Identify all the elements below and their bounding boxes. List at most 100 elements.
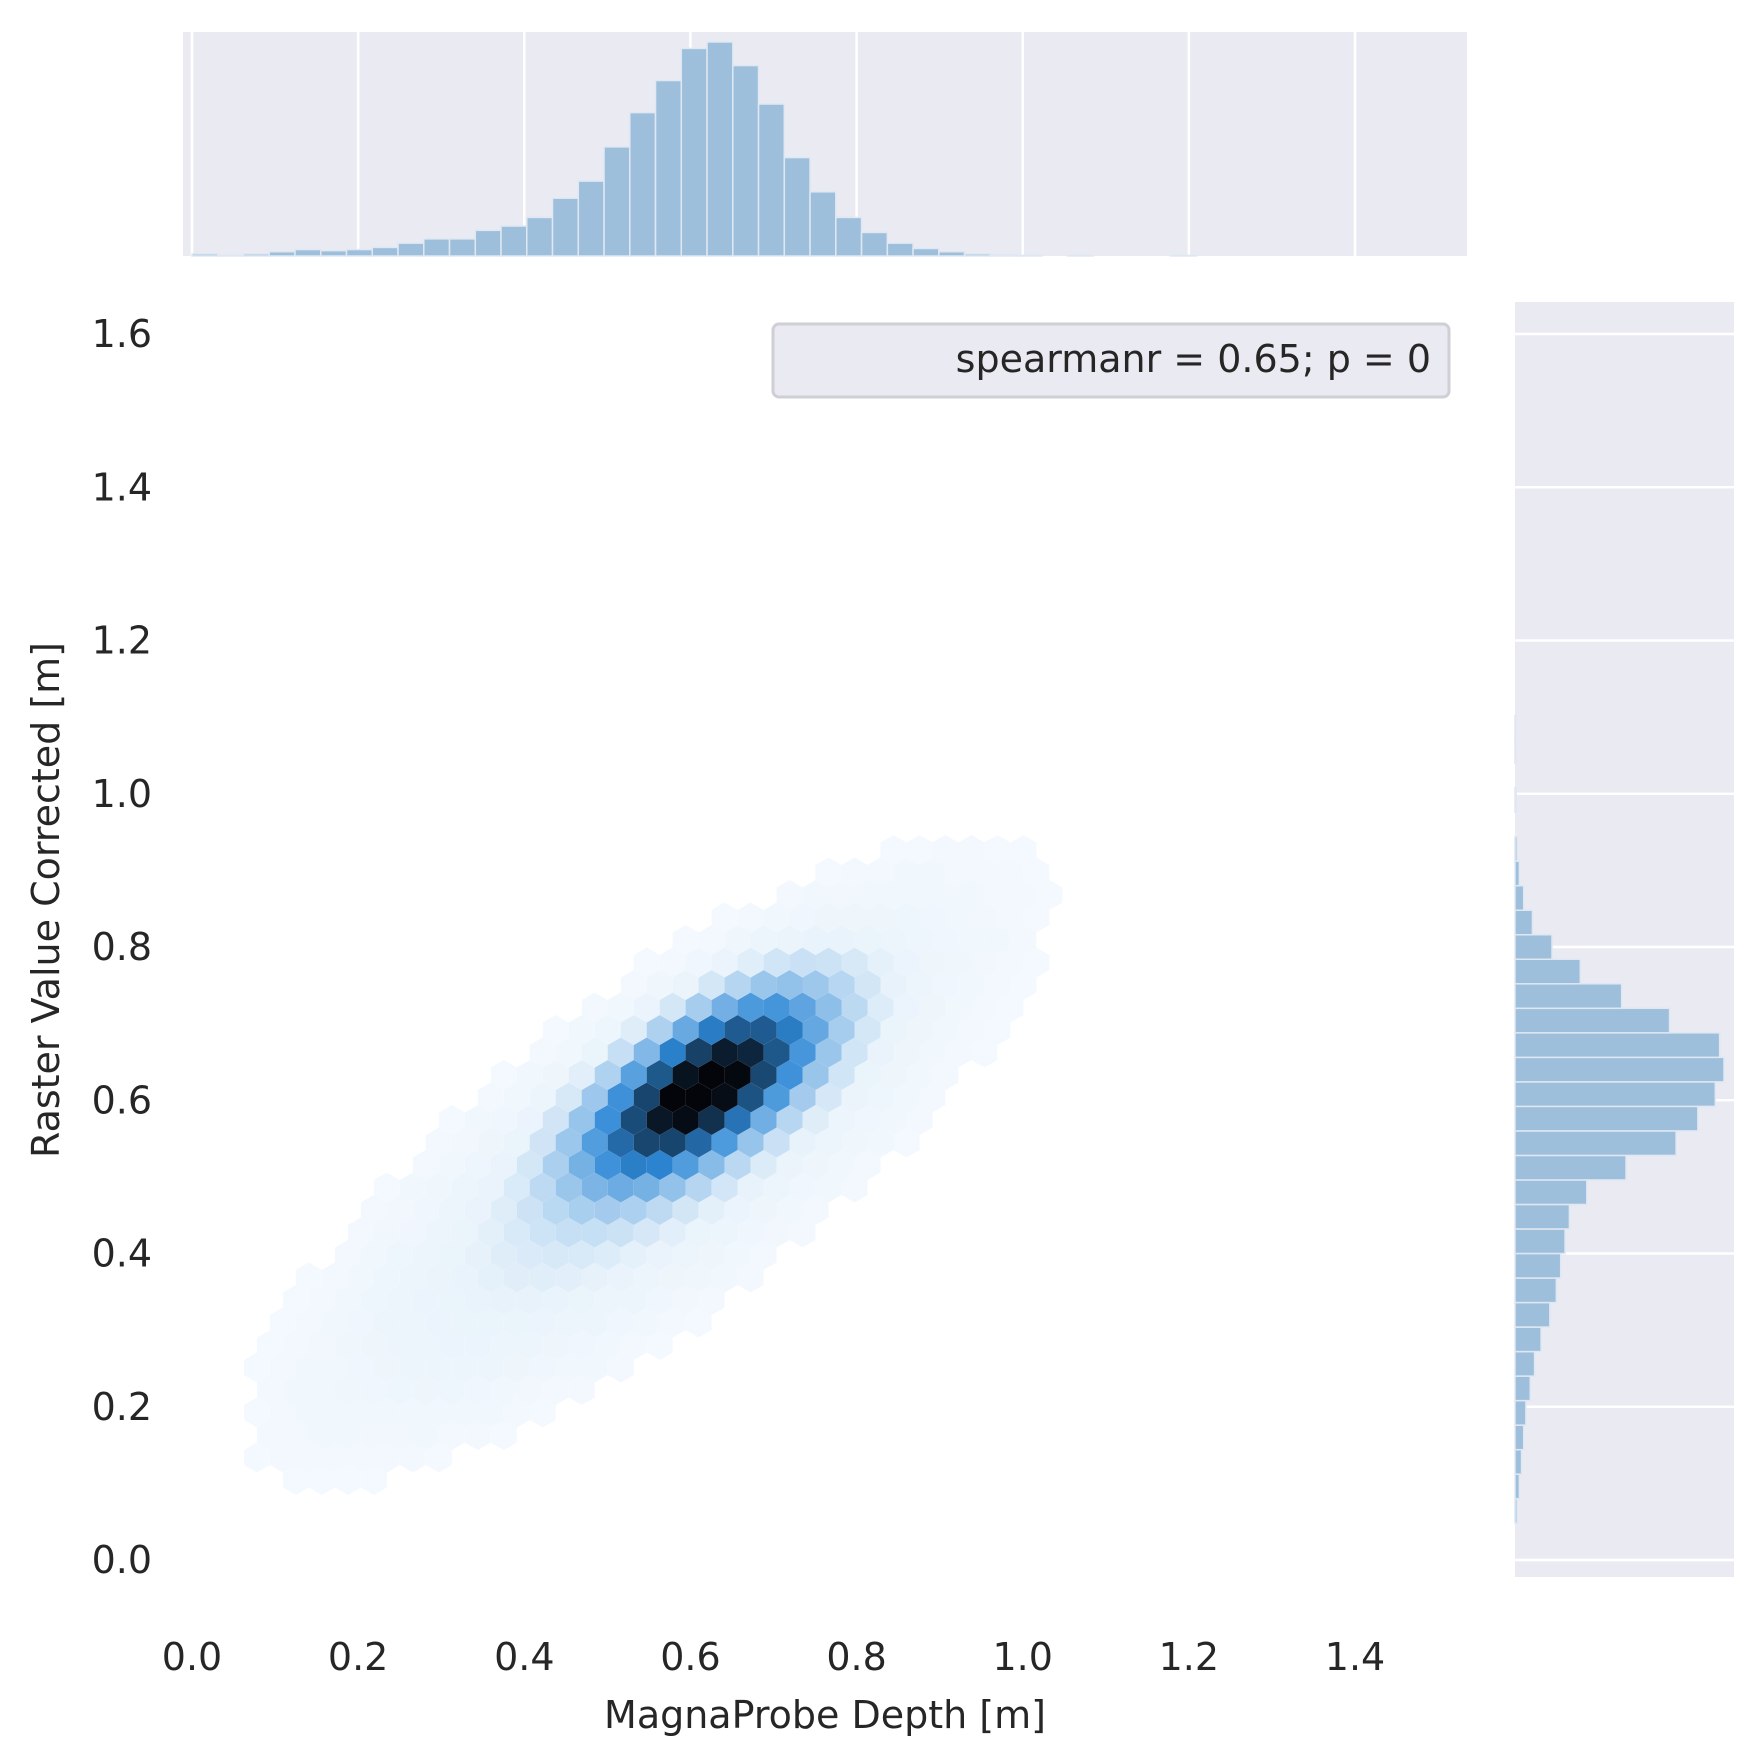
hexbin-cell (659, 1307, 686, 1338)
x-marginal-bar (835, 216, 863, 257)
hexbin-cell (542, 1150, 569, 1180)
hexbin-cell (737, 1082, 764, 1113)
hexbin-cell (815, 902, 842, 933)
y-marginal-bar (1514, 786, 1517, 813)
hexbin-cell (906, 880, 933, 910)
hexbin-cell (685, 1217, 712, 1248)
hexbin-cell (607, 1082, 634, 1113)
hexbin-cell (594, 1240, 621, 1270)
hexbin-cell (737, 992, 764, 1023)
y-marginal-bar (1514, 1179, 1588, 1206)
hexbin-cell (711, 902, 738, 933)
y-tick-label: 1.0 (92, 772, 152, 816)
hexbin-cell (698, 1240, 725, 1270)
hexbin-cell (711, 1172, 738, 1203)
hexbin-cell (490, 1150, 517, 1180)
hexbin-cell (581, 1262, 608, 1293)
hexbin-cell (516, 1330, 543, 1360)
x-marginal-bar (783, 156, 811, 257)
hexbin-cell (932, 835, 959, 865)
hexbin-cell (737, 947, 764, 978)
hexbin-cell (724, 925, 751, 955)
hexbin-cell (711, 1082, 738, 1113)
hexbin-cell (555, 1037, 582, 1068)
hexbin-cell (867, 1127, 894, 1158)
hexbin-cell (659, 1127, 686, 1158)
hexbin-cell (594, 1060, 621, 1090)
hexbin-cell (334, 1330, 361, 1360)
hexbin-cell (412, 1240, 439, 1270)
hexbin-cell (711, 992, 738, 1023)
hexbin-cell (945, 902, 972, 933)
hexbin-cell (425, 1397, 452, 1428)
y-marginal-bar (1514, 909, 1534, 936)
hexbin-cell (542, 1105, 569, 1135)
hexbin-cells (244, 835, 1063, 1495)
hexbin-cell (373, 1262, 400, 1293)
x-tick-label: 0.8 (826, 1635, 886, 1679)
hexbin-cell (750, 1015, 777, 1045)
hexbin-cell (646, 1285, 673, 1315)
y-marginal-bar (1514, 1473, 1521, 1500)
hexbin-cell (425, 1442, 452, 1473)
hexbin-cell (321, 1442, 348, 1473)
hexbin-cell (295, 1442, 322, 1473)
hexbin-cell (594, 1150, 621, 1180)
hexbin-cell (932, 970, 959, 1000)
hexbin-cell (425, 1127, 452, 1158)
hexbin-cell (958, 1015, 985, 1045)
hexbin-cell (373, 1172, 400, 1203)
hexbin-cell (399, 1352, 426, 1383)
hexbin-cell (269, 1397, 296, 1428)
hexbin-cell (828, 1060, 855, 1090)
hexbin-cell (893, 947, 920, 978)
x-tick-label: 1.2 (1159, 1635, 1219, 1679)
hexbin-cell (776, 1060, 803, 1090)
hexbin-cell (360, 1195, 387, 1225)
hexbin-cell (529, 1127, 556, 1158)
x-marginal-bar (732, 64, 760, 257)
hexbin-cell (386, 1330, 413, 1360)
y-marginal-bar (1514, 1105, 1699, 1132)
hexbin-cell (360, 1240, 387, 1270)
hexbin-cell (841, 1172, 868, 1203)
hexbin-cell (386, 1420, 413, 1450)
x-marginal-bar (526, 216, 554, 257)
hexbin-cell (529, 1352, 556, 1383)
x-tick-label: 0.2 (328, 1635, 388, 1679)
x-tick-label: 0.4 (494, 1635, 554, 1679)
hexbin-cell (568, 1330, 595, 1360)
hexbin-cell (685, 1082, 712, 1113)
hexbin-cell (841, 1082, 868, 1113)
x-marginal-bar (448, 238, 477, 257)
hexbin-cell (685, 1262, 712, 1293)
hexbin-cell (841, 1037, 868, 1068)
hexbin-cell (737, 1217, 764, 1248)
hexbin-cell (880, 835, 907, 865)
hexbin-cell (802, 1105, 829, 1135)
hexbin-cell (672, 1150, 699, 1180)
hexbin-cell (568, 1015, 595, 1045)
hexbin-cell (529, 1082, 556, 1113)
hexbin-cell (672, 1195, 699, 1225)
hexbin-cell (971, 992, 998, 1023)
hexbin-cell (958, 970, 985, 1000)
hexbin-cell (646, 970, 673, 1000)
y-axis-ticks: 0.0 0.2 0.4 0.6 0.8 1.0 1.2 1.4 1.6 (92, 312, 152, 1582)
hexbin-cell (945, 992, 972, 1023)
hexbin-cell (945, 857, 972, 888)
hexbin-cell (347, 1397, 374, 1428)
y-marginal-bar (1514, 958, 1582, 985)
x-marginal-bar (963, 253, 992, 257)
hexbin-cell (503, 1352, 530, 1383)
hexbin-cell (997, 902, 1024, 933)
hexbin-cell (360, 1285, 387, 1315)
hexbin-cell (1023, 947, 1050, 978)
hexbin-cell (347, 1217, 374, 1248)
hexbin-cell (919, 902, 946, 933)
hexbin-cell (880, 925, 907, 955)
hexbin-cell (529, 1172, 556, 1203)
hexbin-cell (516, 1060, 543, 1090)
hexbin-cell (308, 1375, 335, 1405)
x-marginal-bar (397, 242, 425, 257)
